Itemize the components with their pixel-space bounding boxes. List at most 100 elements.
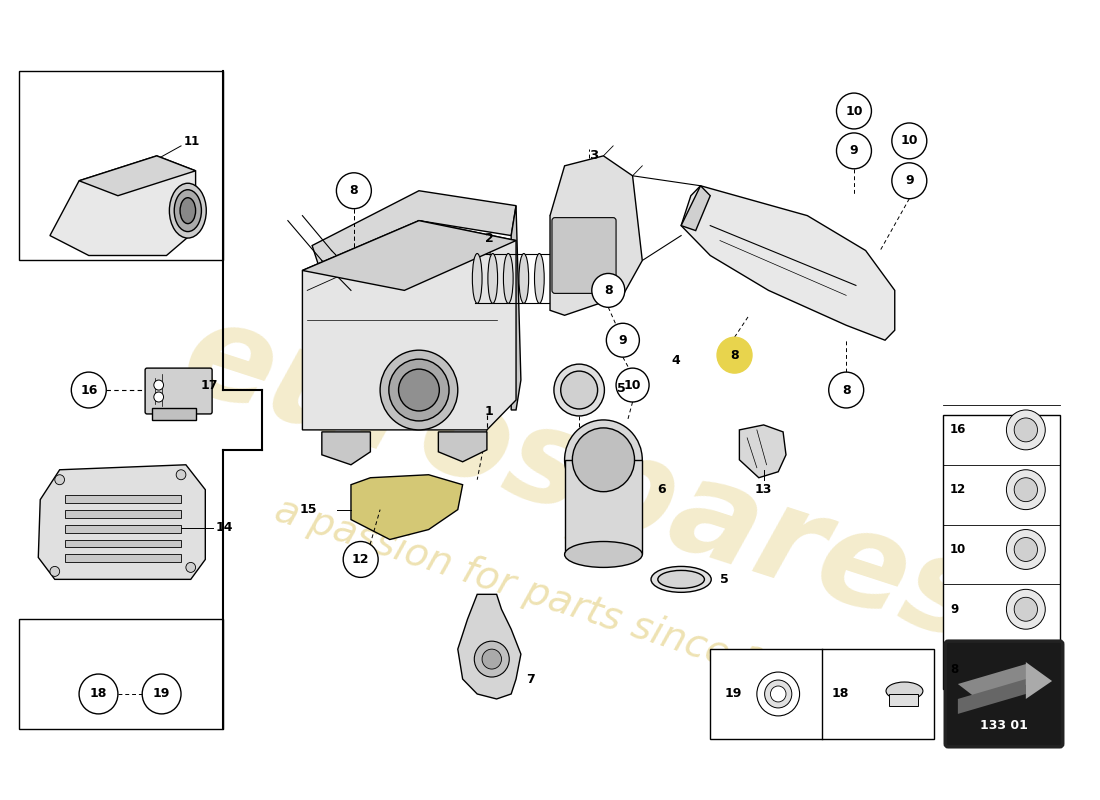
Circle shape bbox=[1014, 598, 1037, 622]
Polygon shape bbox=[681, 186, 711, 230]
Text: 133 01: 133 01 bbox=[980, 719, 1027, 732]
Polygon shape bbox=[550, 156, 642, 315]
Circle shape bbox=[1006, 470, 1045, 510]
Ellipse shape bbox=[564, 542, 642, 567]
Ellipse shape bbox=[381, 350, 458, 430]
Circle shape bbox=[717, 338, 752, 373]
Polygon shape bbox=[439, 432, 487, 462]
Bar bbox=[889, 694, 918, 706]
Text: 10: 10 bbox=[624, 378, 641, 391]
Polygon shape bbox=[958, 679, 1026, 714]
Text: 8: 8 bbox=[950, 662, 958, 675]
Text: 17: 17 bbox=[200, 378, 218, 391]
Circle shape bbox=[474, 641, 509, 677]
Bar bbox=[564, 460, 642, 554]
Text: 9: 9 bbox=[849, 144, 858, 158]
Text: 8: 8 bbox=[730, 349, 739, 362]
Bar bbox=[65, 525, 182, 533]
Bar bbox=[65, 494, 182, 502]
Bar bbox=[152, 408, 196, 420]
Circle shape bbox=[1014, 478, 1037, 502]
FancyBboxPatch shape bbox=[945, 641, 1063, 746]
Text: 9: 9 bbox=[950, 602, 958, 616]
Circle shape bbox=[1006, 649, 1045, 689]
Text: 10: 10 bbox=[845, 105, 862, 118]
Circle shape bbox=[55, 474, 65, 485]
Polygon shape bbox=[458, 594, 521, 699]
Text: 18: 18 bbox=[832, 687, 849, 701]
Circle shape bbox=[757, 672, 800, 716]
FancyBboxPatch shape bbox=[145, 368, 212, 414]
Polygon shape bbox=[351, 474, 463, 539]
Text: 13: 13 bbox=[755, 483, 772, 496]
Circle shape bbox=[337, 173, 372, 209]
Ellipse shape bbox=[388, 359, 449, 421]
Polygon shape bbox=[39, 465, 206, 579]
Text: 19: 19 bbox=[725, 687, 742, 701]
Polygon shape bbox=[681, 186, 894, 340]
Bar bbox=[19, 71, 223, 261]
Bar bbox=[711, 649, 934, 739]
Text: 5: 5 bbox=[720, 573, 728, 586]
Text: 3: 3 bbox=[588, 150, 598, 162]
Ellipse shape bbox=[535, 254, 544, 303]
Text: 8: 8 bbox=[350, 184, 359, 198]
Circle shape bbox=[72, 372, 107, 408]
Ellipse shape bbox=[561, 371, 597, 409]
Polygon shape bbox=[958, 664, 1045, 699]
Circle shape bbox=[1014, 418, 1037, 442]
Text: 6: 6 bbox=[657, 483, 665, 496]
Circle shape bbox=[482, 649, 502, 669]
Text: 16: 16 bbox=[950, 423, 967, 436]
Polygon shape bbox=[512, 206, 521, 410]
Ellipse shape bbox=[572, 428, 635, 492]
Ellipse shape bbox=[174, 190, 201, 231]
Text: 7: 7 bbox=[526, 673, 535, 686]
Ellipse shape bbox=[504, 254, 513, 303]
Bar bbox=[65, 539, 182, 547]
Ellipse shape bbox=[180, 198, 196, 224]
Text: 9: 9 bbox=[905, 174, 914, 187]
Circle shape bbox=[154, 392, 164, 402]
Circle shape bbox=[142, 674, 182, 714]
Circle shape bbox=[79, 674, 118, 714]
Ellipse shape bbox=[886, 682, 923, 700]
FancyBboxPatch shape bbox=[552, 218, 616, 294]
Text: 11: 11 bbox=[184, 135, 200, 148]
Ellipse shape bbox=[398, 369, 439, 411]
Text: 18: 18 bbox=[90, 687, 107, 701]
Text: 4: 4 bbox=[672, 354, 681, 366]
Text: 5: 5 bbox=[617, 382, 626, 394]
Text: 9: 9 bbox=[618, 334, 627, 346]
Bar bbox=[65, 510, 182, 518]
Circle shape bbox=[1006, 410, 1045, 450]
Circle shape bbox=[1006, 590, 1045, 630]
Polygon shape bbox=[322, 432, 371, 465]
Text: 1: 1 bbox=[484, 406, 493, 418]
Circle shape bbox=[154, 380, 164, 390]
Circle shape bbox=[828, 372, 864, 408]
Polygon shape bbox=[79, 156, 196, 196]
Ellipse shape bbox=[554, 364, 604, 416]
Text: 19: 19 bbox=[153, 687, 170, 701]
Text: 16: 16 bbox=[80, 383, 98, 397]
Circle shape bbox=[764, 680, 792, 708]
Bar bbox=[19, 619, 223, 729]
Ellipse shape bbox=[169, 183, 207, 238]
Text: 12: 12 bbox=[950, 483, 967, 496]
Circle shape bbox=[176, 470, 186, 480]
Text: 10: 10 bbox=[950, 543, 967, 556]
Ellipse shape bbox=[519, 254, 529, 303]
Circle shape bbox=[1014, 657, 1037, 681]
Ellipse shape bbox=[488, 254, 497, 303]
Text: 12: 12 bbox=[352, 553, 370, 566]
Ellipse shape bbox=[472, 254, 482, 303]
Circle shape bbox=[343, 542, 378, 578]
Circle shape bbox=[770, 686, 786, 702]
Text: 14: 14 bbox=[216, 521, 233, 534]
Circle shape bbox=[1006, 530, 1045, 570]
Polygon shape bbox=[312, 190, 516, 275]
Circle shape bbox=[592, 274, 625, 307]
Polygon shape bbox=[302, 221, 516, 290]
Text: a passion for parts since 1985: a passion for parts since 1985 bbox=[270, 490, 840, 708]
